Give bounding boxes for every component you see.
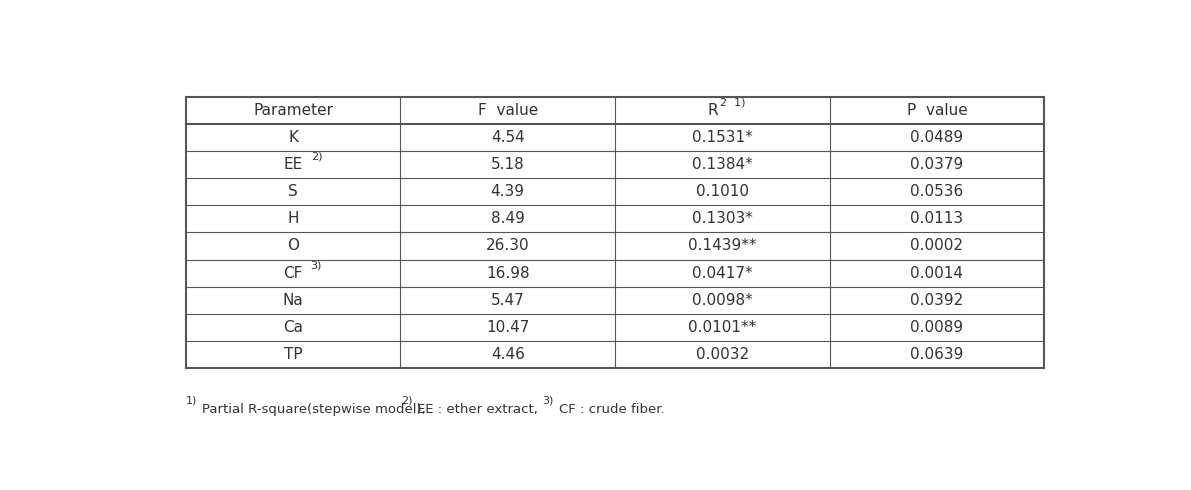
Text: S: S (288, 184, 298, 199)
Text: 2): 2) (311, 152, 322, 162)
Text: 0.0113: 0.0113 (910, 211, 964, 226)
Text: 0.1531*: 0.1531* (692, 130, 753, 145)
Text: 0.0379: 0.0379 (910, 157, 964, 172)
Text: 0.0489: 0.0489 (910, 130, 964, 145)
Text: 16.98: 16.98 (486, 266, 530, 281)
Text: 2): 2) (401, 395, 412, 405)
Text: 0.0089: 0.0089 (910, 320, 964, 335)
Text: 0.0417*: 0.0417* (692, 266, 753, 281)
Text: 3): 3) (542, 395, 554, 405)
Text: Na: Na (282, 293, 304, 308)
Text: 4.54: 4.54 (491, 130, 524, 145)
Text: 0.1303*: 0.1303* (692, 211, 753, 226)
Text: 2  1): 2 1) (719, 98, 746, 107)
Text: 0.0098*: 0.0098* (692, 293, 753, 308)
Text: 0.0014: 0.0014 (910, 266, 964, 281)
Text: 4.46: 4.46 (491, 347, 525, 362)
Text: EE: EE (283, 157, 303, 172)
Text: 0.1384*: 0.1384* (692, 157, 753, 172)
Text: 0.0392: 0.0392 (910, 293, 964, 308)
Text: 3): 3) (311, 261, 322, 270)
Text: Parameter: Parameter (254, 102, 333, 118)
Text: CF : crude fiber.: CF : crude fiber. (559, 403, 665, 416)
Text: R: R (707, 102, 718, 118)
Text: 10.47: 10.47 (486, 320, 529, 335)
Text: 1): 1) (186, 395, 198, 405)
Text: 0.0639: 0.0639 (910, 347, 964, 362)
Text: Partial R-square(stepwise model),: Partial R-square(stepwise model), (202, 403, 435, 416)
Text: 0.0536: 0.0536 (910, 184, 964, 199)
Text: TP: TP (283, 347, 303, 362)
Text: EE : ether extract,: EE : ether extract, (418, 403, 547, 416)
Text: F  value: F value (478, 102, 538, 118)
Text: Ca: Ca (283, 320, 303, 335)
Text: 0.1010: 0.1010 (696, 184, 749, 199)
Text: 0.0002: 0.0002 (910, 239, 964, 253)
Text: P  value: P value (906, 102, 967, 118)
Text: 0.0032: 0.0032 (696, 347, 749, 362)
Text: O: O (287, 239, 299, 253)
Text: 26.30: 26.30 (486, 239, 530, 253)
Text: 5.47: 5.47 (491, 293, 524, 308)
Text: 4.39: 4.39 (491, 184, 525, 199)
Text: 0.0101**: 0.0101** (688, 320, 756, 335)
Text: 0.1439**: 0.1439** (688, 239, 756, 253)
Text: CF: CF (283, 266, 303, 281)
Text: 8.49: 8.49 (491, 211, 525, 226)
Text: K: K (288, 130, 298, 145)
Text: H: H (287, 211, 299, 226)
Text: 5.18: 5.18 (491, 157, 524, 172)
